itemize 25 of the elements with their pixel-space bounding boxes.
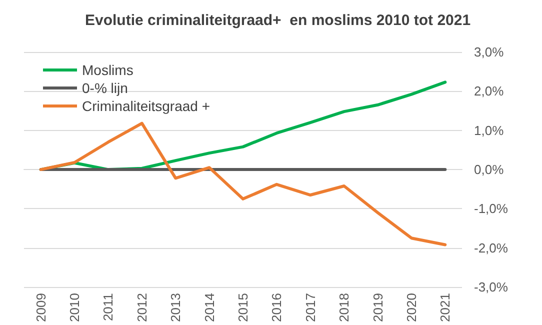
x-tick-label: 2018 [336,293,352,322]
legend-label: Criminaliteitsgraad + [82,98,210,114]
x-tick-label: 2010 [67,293,82,322]
x-tick-label: 2014 [202,293,217,322]
y-tick-label: 3,0% [474,44,504,60]
y-tick-label: 1,0% [474,122,504,138]
x-tick-label: 2017 [302,293,318,322]
legend-label: Moslims [82,62,134,78]
y-tick-label: -2,0% [474,240,508,256]
x-tick-label: 2019 [370,293,386,322]
y-tick-label: -1,0% [474,201,508,216]
x-tick-label: 2015 [236,293,250,322]
x-tick-label: 2020 [404,293,419,322]
x-tick-label: 2012 [134,293,150,322]
x-tick-label: 2016 [269,293,284,322]
x-tick-label: 2011 [100,293,116,322]
y-tick-label: -3,0% [474,280,508,295]
y-tick-label: 2,0% [474,84,504,99]
legend-label: 0-% lijn [82,80,128,96]
line-series [39,122,447,246]
x-tick-label: 2009 [33,293,48,322]
y-tick-label: 0,0% [474,162,504,178]
x-tick-label: 2021 [438,293,453,322]
x-tick-label: 2013 [168,293,184,322]
chart-title: Evolutie criminaliteitgraad+ en moslims 2010 tot 2021 [85,12,471,29]
